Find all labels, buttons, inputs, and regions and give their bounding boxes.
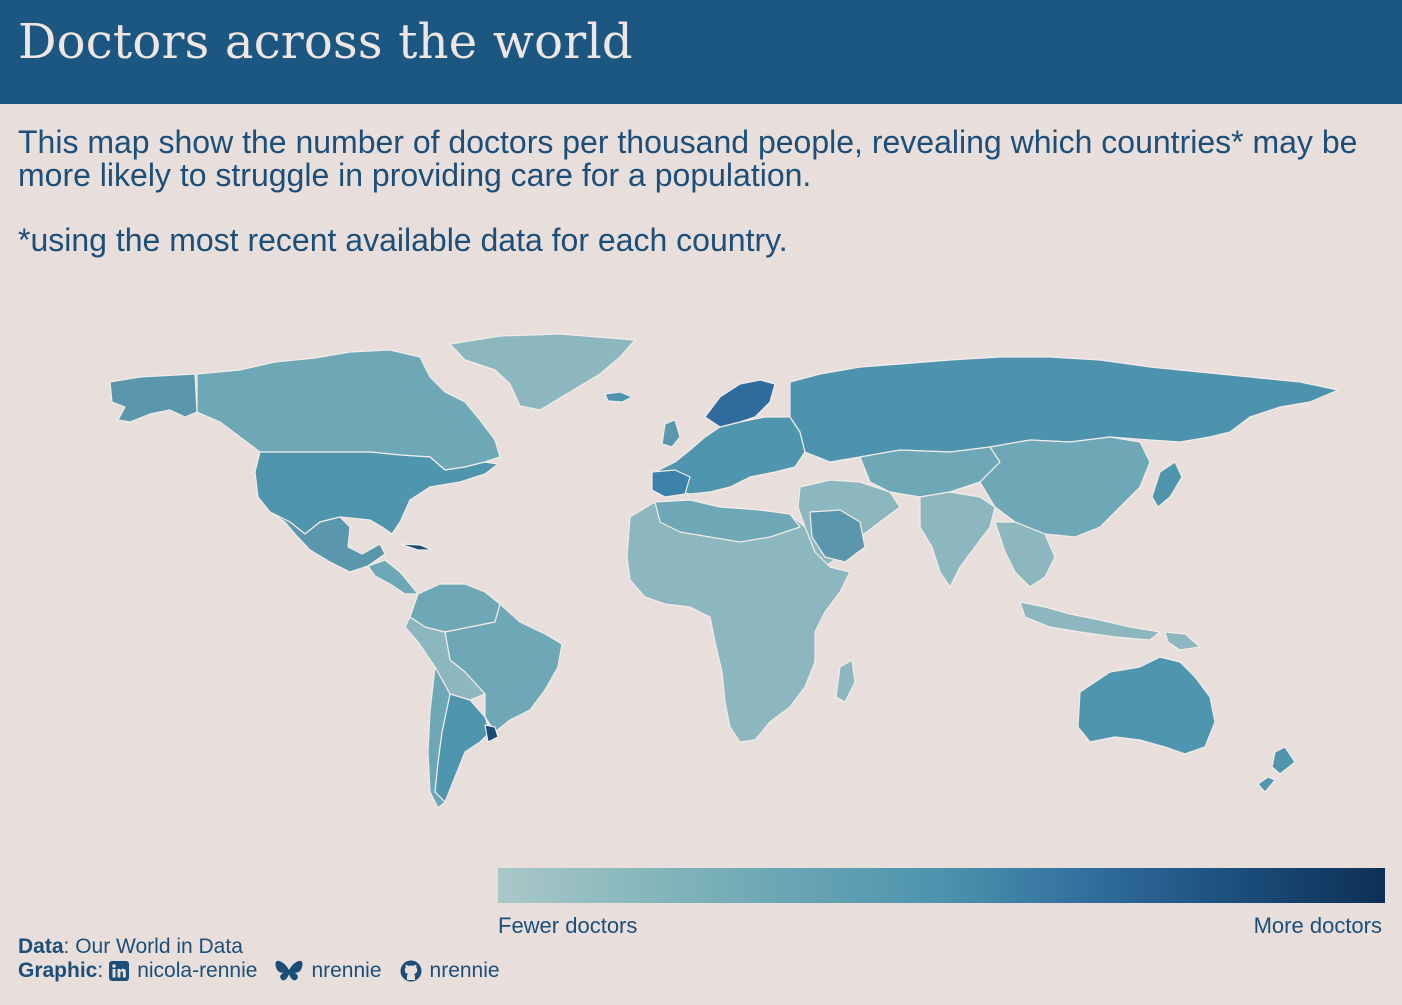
legend-color-scale bbox=[498, 868, 1385, 903]
region-peru-bolivia bbox=[404, 616, 486, 701]
country-saudi-arabia bbox=[809, 509, 866, 563]
github-icon[interactable] bbox=[400, 960, 422, 982]
country-australia bbox=[1077, 656, 1216, 755]
caption-data-value: : Our World in Data bbox=[63, 935, 243, 958]
country-new-zealand bbox=[1257, 746, 1296, 793]
caption-graphic-separator: : bbox=[97, 959, 104, 982]
country-greenland bbox=[449, 333, 636, 411]
region-central-america bbox=[367, 559, 419, 595]
linkedin-icon[interactable] bbox=[109, 961, 130, 981]
caption-data-label: Data bbox=[18, 935, 64, 958]
region-scandinavia bbox=[704, 379, 776, 428]
caption-data-line: Data: Our World in Data bbox=[18, 935, 512, 959]
region-north-africa bbox=[654, 499, 801, 543]
country-uk bbox=[661, 419, 681, 448]
region-indonesia bbox=[1019, 601, 1161, 641]
linkedin-handle[interactable]: nicola-rennie bbox=[137, 959, 258, 982]
github-handle[interactable]: nrennie bbox=[429, 959, 500, 982]
region-papua-new-guinea bbox=[1164, 631, 1201, 651]
country-china bbox=[979, 436, 1151, 538]
legend-high-label: More doctors bbox=[1253, 913, 1382, 938]
page-title: Doctors across the world bbox=[18, 14, 633, 70]
subtitle-text: This map show the number of doctors per … bbox=[18, 124, 1358, 193]
caption: Data: Our World in Data Graphic: nicola-… bbox=[18, 935, 512, 983]
caption-graphic-line: Graphic: nicola-rennie nrennie nrennie bbox=[18, 959, 512, 983]
region-southeast-asia bbox=[994, 521, 1056, 588]
country-canada bbox=[196, 349, 501, 471]
subtitle: This map show the number of doctors per … bbox=[18, 126, 1388, 257]
legend-low-label: Fewer doctors bbox=[498, 913, 638, 938]
country-india bbox=[919, 491, 996, 588]
region-iberia bbox=[651, 469, 691, 498]
bluesky-icon[interactable] bbox=[275, 960, 303, 982]
country-madagascar bbox=[835, 659, 856, 703]
caption-graphic-label: Graphic bbox=[18, 959, 98, 982]
country-cuba bbox=[399, 543, 433, 551]
world-map bbox=[109, 333, 1339, 809]
country-mexico bbox=[269, 511, 386, 573]
subtitle-note: *using the most recent available data fo… bbox=[18, 222, 788, 258]
country-uruguay bbox=[484, 724, 499, 743]
title-banner: Doctors across the world bbox=[0, 0, 1402, 104]
bluesky-handle[interactable]: nrennie bbox=[311, 959, 382, 982]
country-chile bbox=[427, 666, 451, 809]
country-japan bbox=[1151, 461, 1183, 508]
country-iceland bbox=[604, 391, 633, 403]
country-alaska bbox=[109, 373, 198, 423]
